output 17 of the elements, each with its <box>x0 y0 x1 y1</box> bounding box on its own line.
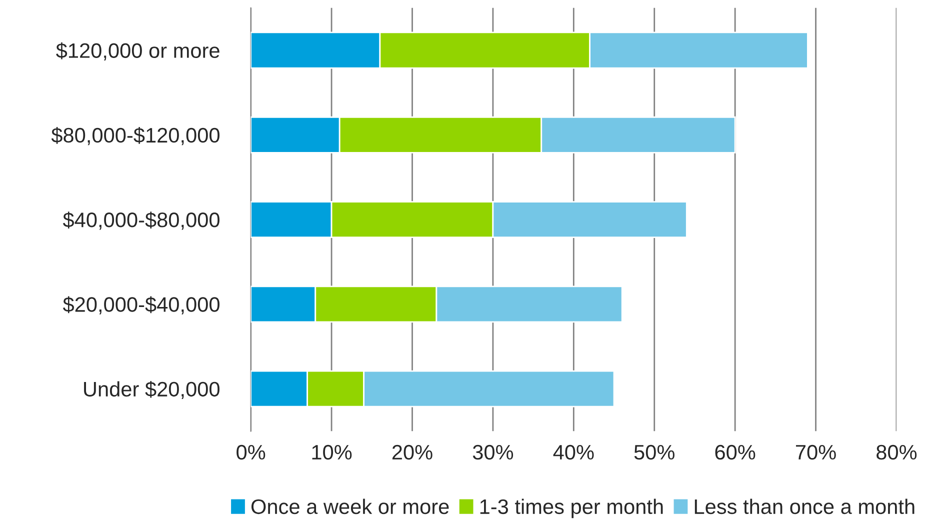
y-tick-label: $80,000-$120,000 <box>51 127 220 146</box>
legend-label: 1-3 times per month <box>480 498 663 518</box>
x-tick-label: 10% <box>312 444 352 460</box>
x-tick-label: 20% <box>392 444 432 460</box>
y-tick-label: $40,000-$80,000 <box>62 212 220 230</box>
legend-label: Once a week or more <box>251 498 449 514</box>
x-tick-label: 80% <box>876 444 917 460</box>
x-tick-label: 0% <box>236 444 266 460</box>
x-tick-label: 60% <box>715 444 756 460</box>
y-tick-label: $120,000 or more <box>56 42 220 60</box>
y-tick-label: Under $20,000 <box>84 380 220 400</box>
x-tick-label: 40% <box>553 444 594 460</box>
x-tick-label: 30% <box>472 444 514 460</box>
x-tick-label: 50% <box>634 444 674 460</box>
x-tick-label: 70% <box>796 444 836 460</box>
legend-label: Less than once a month <box>694 498 914 514</box>
y-tick-label: $20,000-$40,000 <box>62 296 220 314</box>
